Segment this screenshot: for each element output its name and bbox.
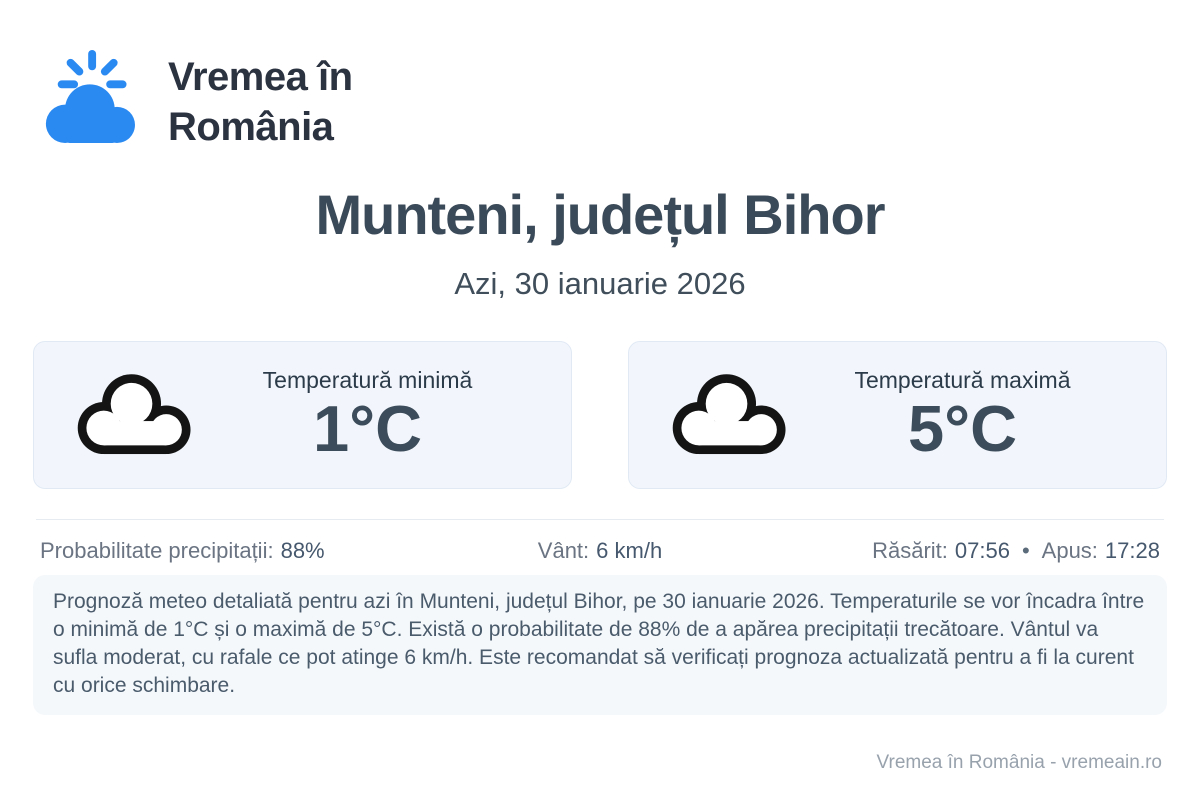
min-temperature-value: 1°C bbox=[312, 392, 423, 466]
sunset-label: Apus: bbox=[1041, 538, 1098, 563]
wind-stat: Vânt: 6 km/h bbox=[413, 538, 786, 564]
max-temperature-body: Temperatură maximă 5°C bbox=[789, 367, 1136, 462]
site-name: Vremea în România bbox=[168, 52, 353, 152]
temperature-cards: Temperatură minimă 1°C bbox=[33, 341, 1167, 489]
page-title: Munteni, județul Bihor bbox=[315, 183, 885, 246]
bullet-separator: • bbox=[1021, 538, 1030, 563]
wind-value: 6 km/h bbox=[596, 538, 663, 563]
cloud-icon bbox=[77, 374, 191, 455]
max-temperature-value: 5°C bbox=[907, 392, 1018, 466]
precipitation-stat: Probabilitate precipitații: 88% bbox=[40, 538, 413, 564]
precipitation-value: 88% bbox=[280, 538, 325, 563]
stats-row: Probabilitate precipitații: 88% Vânt: 6 km… bbox=[40, 538, 1160, 564]
site-logo[interactable]: Vremea în România bbox=[38, 42, 353, 156]
site-name-line2: România bbox=[168, 105, 334, 149]
min-temperature-card: Temperatură minimă 1°C bbox=[33, 341, 572, 489]
page-subtitle: Azi, 30 ianuarie 2026 bbox=[454, 266, 746, 301]
sunrise-value: 07:56 bbox=[954, 538, 1010, 563]
footer-link[interactable]: Vremea în România - vremeain.ro bbox=[876, 752, 1162, 773]
site-name-line1: Vremea în bbox=[168, 55, 353, 99]
sun-times-stat: Răsărit: 07:56 • Apus: 17:28 bbox=[787, 538, 1160, 564]
wind-label: Vânt: bbox=[537, 538, 590, 563]
sunrise-label: Răsărit: bbox=[872, 538, 948, 563]
max-temperature-label: Temperatură maximă bbox=[854, 367, 1071, 394]
cloud-icon bbox=[672, 374, 786, 455]
min-temperature-label: Temperatură minimă bbox=[262, 367, 473, 394]
min-temperature-body: Temperatură minimă 1°C bbox=[194, 367, 541, 462]
sun-cloud-icon bbox=[45, 49, 135, 143]
stats-divider bbox=[36, 519, 1164, 520]
forecast-description: Prognoză meteo detaliată pentru azi în M… bbox=[33, 575, 1167, 715]
max-temperature-card: Temperatură maximă 5°C bbox=[628, 341, 1167, 489]
sunset-value: 17:28 bbox=[1104, 538, 1160, 563]
precipitation-label: Probabilitate precipitații: bbox=[40, 538, 274, 563]
